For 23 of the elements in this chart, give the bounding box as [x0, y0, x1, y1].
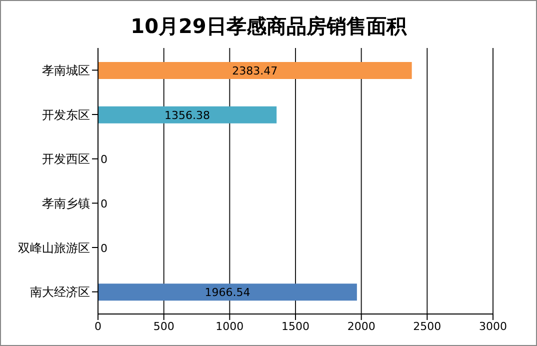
y-tick-label: 开发西区	[42, 152, 90, 166]
data-label: 1966.54	[204, 286, 250, 300]
data-label: 2383.47	[232, 64, 278, 78]
y-tick-label: 双峰山旅游区	[18, 240, 90, 255]
bar	[98, 284, 357, 301]
x-tick-label: 2500	[413, 320, 442, 333]
x-tick-label: 1500	[282, 320, 310, 333]
chart-title: 10月29日孝感商品房销售面积	[130, 13, 408, 40]
data-label: 0	[100, 198, 108, 210]
data-label: 0	[100, 153, 108, 166]
bar	[98, 106, 277, 124]
x-tick-label: 500	[153, 320, 174, 333]
x-tick-label: 3000	[479, 320, 507, 333]
x-tick-label: 1000	[216, 320, 244, 333]
x-tick-label: 0	[94, 320, 102, 333]
y-tick-label: 开发东区	[42, 108, 90, 122]
y-tick-label: 孝南城区	[42, 63, 90, 78]
bar	[98, 62, 412, 79]
x-tick-label: 2000	[347, 320, 376, 333]
data-label: 1356.38	[164, 108, 210, 122]
data-label: 0	[100, 242, 108, 255]
y-tick-label: 孝南乡镇	[42, 196, 90, 210]
y-tick-label: 南大经济区	[30, 285, 90, 300]
